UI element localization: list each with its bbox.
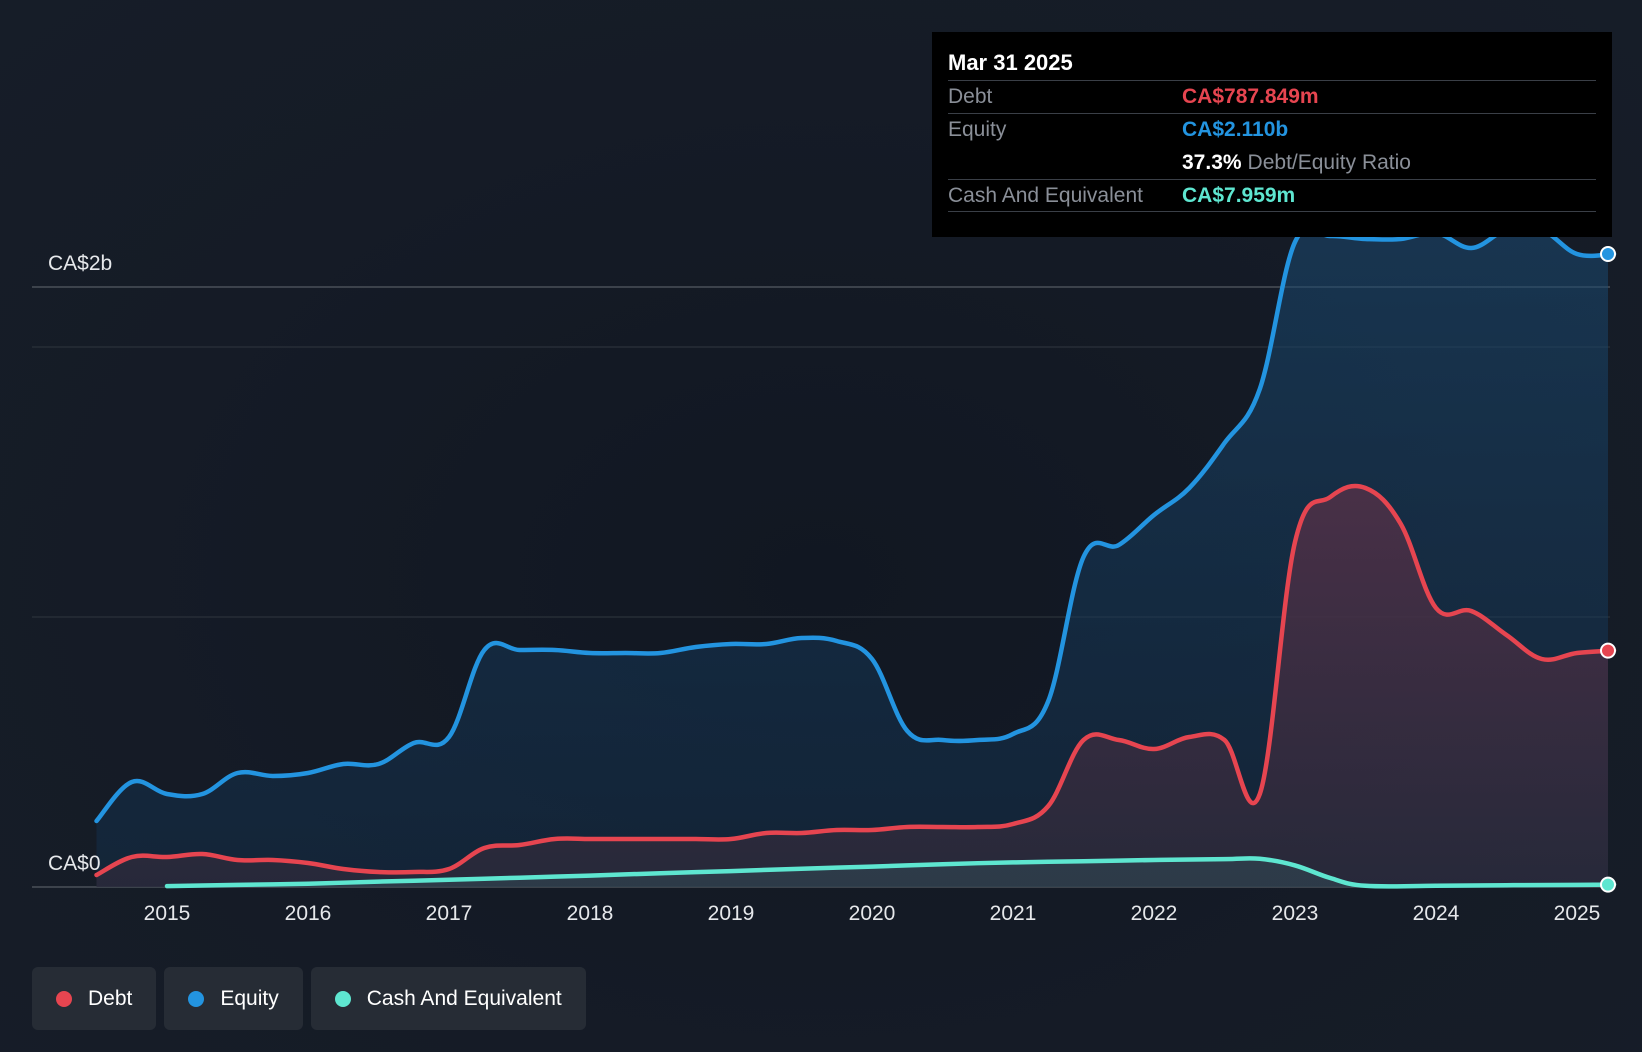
series-end-dots: [1600, 246, 1616, 893]
equity-area: [96, 227, 1615, 887]
x-tick-label: 2018: [567, 902, 614, 925]
x-tick-label: 2021: [990, 902, 1037, 925]
tooltip-debt-value: CA$787.849m: [1182, 85, 1319, 108]
y-tick-label-max: CA$2b: [48, 252, 112, 275]
chart-legend: Debt Equity Cash And Equivalent: [32, 967, 586, 1030]
x-tick-label: 2019: [708, 902, 755, 925]
debt-end-point[interactable]: [1600, 642, 1616, 659]
cash-end-point[interactable]: [1600, 876, 1616, 893]
axis-labels: 2015 2016 2017 2018 2019 2020 2021 2022 2023 2024…: [48, 252, 1600, 925]
x-tick-label: 2025: [1554, 902, 1601, 925]
tooltip-cash-value: CA$7.959m: [1182, 183, 1296, 207]
x-tick-label: 2020: [849, 902, 896, 925]
tooltip-date: Mar 31 2025: [948, 50, 1073, 75]
debt-line: [94, 483, 1617, 878]
tooltip-equity-value: CA$2.110b: [1182, 118, 1289, 141]
tooltip-equity-label: Equity: [948, 118, 1007, 141]
equity-line: [94, 224, 1617, 824]
x-tick-label: 2015: [144, 902, 191, 925]
legend-dot-equity: [188, 990, 205, 1007]
y-tick-label-zero: CA$0: [48, 852, 101, 875]
series-lines: [94, 224, 1617, 889]
legend-dot-debt: [56, 990, 72, 1007]
legend-label-debt: Debt: [88, 986, 133, 1010]
x-tick-label: 2023: [1272, 902, 1319, 925]
legend-item-cash[interactable]: Cash And Equivalent: [310, 967, 586, 1030]
series-areas: [96, 227, 1615, 887]
tooltip-cash-label: Cash And Equivalent: [948, 183, 1143, 207]
tooltip-ratio-label: Debt/Equity Ratio: [1247, 150, 1411, 174]
x-tick-label: 2022: [1131, 902, 1178, 925]
tooltip-ratio-value: 37.3%: [1182, 150, 1242, 174]
legend-dot-cash: [334, 990, 351, 1007]
legend-item-debt[interactable]: Debt: [32, 967, 157, 1030]
cash-line: [164, 856, 1617, 889]
equity-end-point[interactable]: [1600, 246, 1616, 262]
legend-item-equity[interactable]: Equity: [164, 967, 303, 1030]
x-tick-label: 2016: [285, 902, 332, 925]
tooltip-debt-label: Debt: [948, 85, 993, 108]
data-tooltip: Mar 31 2025 Debt CA$787.849m Equity CA$2…: [932, 32, 1612, 237]
x-tick-label: 2024: [1413, 902, 1460, 925]
legend-label-cash: Cash And Equivalent: [366, 986, 562, 1010]
cash-area: [167, 858, 1615, 887]
x-tick-label: 2017: [426, 902, 473, 925]
debt-area: [96, 485, 1615, 887]
legend-label-equity: Equity: [220, 986, 279, 1010]
